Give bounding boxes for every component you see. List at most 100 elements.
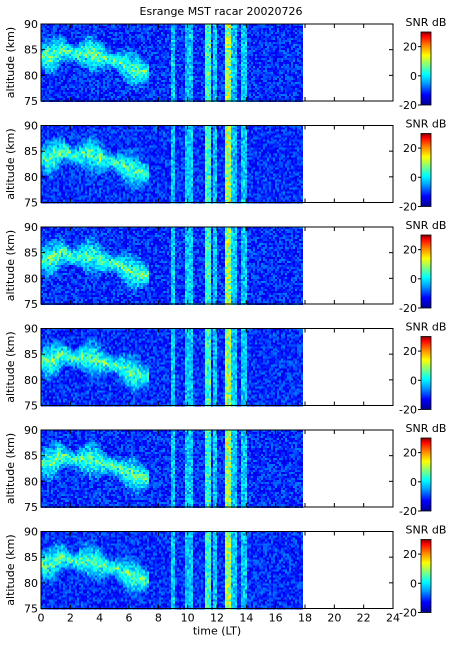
heatmap-cell: [247, 50, 249, 52]
heatmap-cell: [169, 54, 171, 56]
heatmap-cell: [135, 32, 137, 34]
heatmap-cell: [95, 48, 97, 50]
heatmap-cell: [233, 54, 235, 56]
heatmap-cell: [125, 76, 127, 78]
heatmap-cell: [57, 48, 59, 50]
heatmap-cell: [59, 44, 61, 46]
heatmap-cell: [69, 82, 71, 84]
heatmap-cell: [211, 38, 213, 40]
heatmap-cell: [231, 54, 233, 56]
heatmap-cell: [193, 64, 195, 66]
heatmap-cell: [151, 54, 153, 56]
heatmap-cell: [175, 82, 177, 84]
heatmap-cell: [85, 36, 87, 38]
heatmap-cell: [57, 84, 59, 86]
heatmap-cell: [45, 50, 47, 52]
heatmap-cell: [61, 44, 63, 46]
heatmap-cell: [57, 52, 59, 54]
heatmap-cell: [119, 44, 121, 46]
heatmap-cell: [171, 60, 173, 62]
heatmap-cell: [251, 58, 253, 60]
heatmap-cell: [171, 64, 173, 66]
heatmap-cell: [207, 92, 209, 94]
heatmap-cell: [43, 44, 45, 46]
heatmap-cell: [81, 88, 83, 90]
heatmap-cell: [49, 92, 51, 94]
heatmap-cell: [49, 36, 51, 38]
heatmap-cell: [191, 82, 193, 84]
heatmap-cell: [57, 98, 59, 100]
heatmap-cell: [207, 42, 209, 44]
heatmap-cell: [203, 48, 205, 50]
heatmap-cell: [159, 96, 161, 98]
heatmap-cell: [185, 50, 187, 52]
heatmap-cell: [161, 80, 163, 82]
heatmap-cell: [103, 32, 105, 34]
heatmap-cell: [75, 76, 77, 78]
heatmap-cell: [185, 28, 187, 30]
heatmap-cell: [87, 68, 89, 70]
heatmap-cell: [153, 62, 155, 64]
heatmap-cell: [51, 82, 53, 84]
heatmap-cell: [155, 50, 157, 52]
heatmap-cell: [155, 86, 157, 88]
heatmap-cell: [185, 34, 187, 36]
heatmap-cell: [43, 42, 45, 44]
heatmap-cell: [203, 90, 205, 92]
heatmap-cell: [249, 34, 251, 36]
heatmap-cell: [157, 88, 159, 90]
heatmap-cell: [187, 36, 189, 38]
heatmap-cell: [131, 32, 133, 34]
heatmap-cell: [61, 68, 63, 70]
heatmap-cell: [197, 96, 199, 98]
heatmap-cell: [95, 76, 97, 78]
heatmap-cell: [223, 26, 225, 28]
heatmap-cell: [95, 52, 97, 54]
heatmap-cell: [151, 44, 153, 46]
heatmap-cell: [43, 40, 45, 42]
heatmap-cell: [53, 70, 55, 72]
heatmap-cell: [81, 48, 83, 50]
heatmap-cell: [191, 32, 193, 34]
heatmap-cell: [69, 42, 71, 44]
heatmap-cell: [219, 60, 221, 62]
heatmap-cell: [179, 68, 181, 70]
heatmap-cell: [235, 50, 237, 52]
heatmap-cell: [75, 28, 77, 30]
heatmap-cell: [193, 36, 195, 38]
heatmap-cell: [153, 84, 155, 86]
heatmap-cell: [69, 46, 71, 48]
heatmap-cell: [237, 86, 239, 88]
heatmap-cell: [99, 64, 101, 66]
heatmap-cell: [83, 42, 85, 44]
heatmap-cell: [211, 66, 213, 68]
heatmap-cell: [237, 64, 239, 66]
heatmap-cell: [47, 68, 49, 70]
heatmap-cell: [87, 84, 89, 86]
heatmap-cell: [81, 30, 83, 32]
heatmap-cell: [203, 58, 205, 60]
heatmap-cell: [245, 64, 247, 66]
heatmap-cell: [131, 88, 133, 90]
heatmap-cell: [99, 80, 101, 82]
heatmap-cell: [151, 72, 153, 74]
heatmap-cell: [47, 44, 49, 46]
heatmap-cell: [127, 34, 129, 36]
heatmap-cell: [211, 40, 213, 42]
heatmap-cell: [237, 80, 239, 82]
heatmap-cell: [163, 92, 165, 94]
heatmap-cell: [47, 64, 49, 66]
heatmap-cell: [183, 84, 185, 86]
heatmap-cell: [217, 28, 219, 30]
heatmap-cell: [89, 86, 91, 88]
heatmap-cell: [59, 72, 61, 74]
heatmap-cell: [119, 42, 121, 44]
heatmap-cell: [213, 80, 215, 82]
heatmap-cell: [185, 82, 187, 84]
heatmap-cell: [115, 76, 117, 78]
heatmap-cell: [169, 94, 171, 96]
heatmap-cell: [245, 42, 247, 44]
heatmap-cell: [109, 60, 111, 62]
heatmap-cell: [159, 78, 161, 80]
heatmap-cell: [103, 48, 105, 50]
